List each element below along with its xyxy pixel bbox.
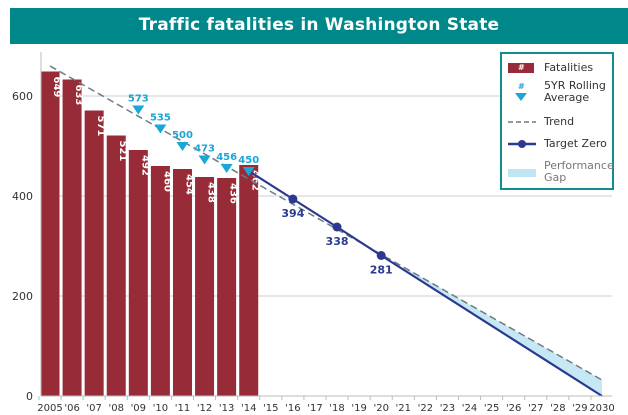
- bar-2012: [195, 177, 215, 396]
- rolling-marker-2010: [154, 124, 167, 134]
- target-zero-line: [248, 170, 603, 397]
- x-tick-label: '21: [396, 403, 411, 414]
- x-tick-label: '26: [506, 403, 521, 414]
- rolling-label-2013: 456: [216, 152, 237, 163]
- target-point-2018: [332, 222, 342, 232]
- rolling-marker-2014: [242, 167, 255, 176]
- chart-header: Traffic fatalities in Washington State: [10, 8, 628, 44]
- y-tick-label: 600: [12, 90, 33, 103]
- x-tick-label: '14: [241, 403, 256, 414]
- x-tick-label: '20: [373, 403, 388, 414]
- rolling-label-2012: 473: [194, 144, 215, 155]
- x-tick-label: 2030: [589, 403, 614, 414]
- bar-label-2006: 633: [73, 85, 84, 106]
- legend-label-gap-2: Gap: [544, 171, 567, 184]
- bar-label-2008: 521: [117, 141, 128, 162]
- bar-2006: [62, 79, 82, 396]
- x-tick-label: '10: [153, 403, 168, 414]
- target-point-2020: [376, 251, 386, 260]
- x-tick-label: '27: [528, 403, 543, 414]
- y-tick-label: 0: [26, 390, 33, 403]
- x-tick-label: '28: [550, 403, 565, 414]
- x-tick-label: '15: [263, 403, 278, 414]
- rolling-swatch-symbol: #: [518, 82, 525, 91]
- trend-line: [49, 65, 603, 381]
- target-label-2016: 394: [281, 207, 304, 220]
- rolling-label-2014: 450: [238, 155, 259, 166]
- bar-2011: [172, 169, 192, 396]
- bar-label-2007: 571: [95, 116, 106, 137]
- rolling-label-2009: 573: [128, 94, 149, 105]
- performance-gap-swatch-icon: [508, 169, 536, 177]
- target-zero-line: 394 338 281: [248, 170, 603, 397]
- target-point-2016: [288, 194, 298, 204]
- fatalities-swatch-icon: [508, 63, 534, 73]
- rolling-label-2010: 535: [150, 113, 171, 124]
- x-tick-label: '08: [108, 403, 123, 414]
- x-tick-label: 2005: [37, 403, 62, 414]
- bar-label-2013: 436: [228, 183, 239, 204]
- y-tick-label: 400: [12, 190, 33, 203]
- rolling-marker-2009: [132, 105, 145, 115]
- trend-line: [49, 65, 603, 381]
- bar-2008: [106, 135, 126, 396]
- bar-2005: [40, 71, 60, 396]
- legend-label-trend: Trend: [544, 115, 575, 128]
- bar-2014: [239, 165, 259, 396]
- legend-label-fatalities: Fatalities: [544, 61, 594, 74]
- rolling-label-2011: 500: [172, 130, 193, 141]
- bar-2013: [217, 178, 237, 396]
- bar-label-2005: 649: [51, 77, 62, 98]
- target-label-2020: 281: [370, 264, 393, 277]
- bar-label-2009: 492: [139, 155, 150, 176]
- x-tick-label: '19: [351, 403, 366, 414]
- target-label-2018: 338: [326, 235, 349, 248]
- bar-2007: [84, 110, 104, 396]
- target-zero-line-icon: [508, 140, 536, 148]
- y-tick-label: 200: [12, 290, 33, 303]
- x-tick-label: '09: [131, 403, 146, 414]
- rolling-triangle-icon: [515, 93, 527, 101]
- x-tick-label: '06: [64, 403, 79, 414]
- bar-label-2012: 438: [206, 182, 217, 203]
- rolling-marker-2011: [176, 142, 189, 151]
- legend-label-rolling-1: 5YR Rolling: [544, 79, 606, 92]
- x-tick-label: '17: [307, 403, 322, 414]
- x-tick-label: '07: [86, 403, 101, 414]
- bar-2010: [150, 166, 170, 396]
- bar-label-2014: 462: [250, 170, 261, 191]
- fatalities-bars: 649 633 571 521 492 460 454 438 436 462: [40, 71, 261, 396]
- x-tick-label: '23: [440, 403, 455, 414]
- x-tick-label: '18: [329, 403, 344, 414]
- chart-title: Traffic fatalities in Washington State: [138, 15, 500, 35]
- x-tick-label: '11: [175, 403, 190, 414]
- rolling-marker-2013: [220, 164, 233, 173]
- x-tick-label: '12: [197, 403, 212, 414]
- trend-dash-icon: [508, 121, 536, 123]
- x-tick-label: '24: [462, 403, 477, 414]
- legend: # Fatalities # 5YR Rolling Average Trend…: [500, 52, 614, 190]
- bar-2009: [128, 150, 148, 396]
- bar-label-2011: 454: [183, 174, 194, 195]
- rolling-marker-2012: [198, 155, 211, 165]
- x-tick-label: '16: [285, 403, 300, 414]
- legend-label-gap-1: Performance: [544, 159, 614, 172]
- x-tick-label: '29: [572, 403, 587, 414]
- axes: 0 200 400 600 2005'06 '07 '08 '09 '10 '11 '12 '13 '1…: [12, 52, 615, 414]
- fatalities-swatch-symbol: #: [518, 63, 525, 72]
- x-tick-label: '22: [418, 403, 433, 414]
- x-tick-label: '13: [219, 403, 234, 414]
- x-tick-label: '25: [484, 403, 499, 414]
- bar-label-2010: 460: [161, 171, 172, 192]
- legend-label-target-zero: Target Zero: [544, 137, 607, 150]
- legend-label-rolling-2: Average: [544, 91, 590, 104]
